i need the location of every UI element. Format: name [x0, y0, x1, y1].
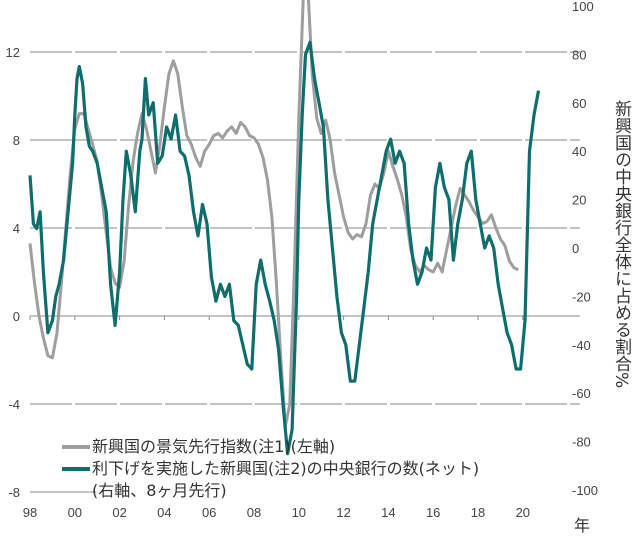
left-tick-label: 4 — [13, 221, 20, 236]
right-tick-label: 60 — [572, 96, 586, 111]
x-tick-label: 02 — [112, 505, 126, 520]
right-tick-label: -60 — [572, 386, 591, 401]
right-tick-label: -40 — [572, 338, 591, 353]
left-tick-label: 0 — [13, 309, 20, 324]
right-y-axis-ticks: 100 80 60 40 20 0 -20 -40 -60 -80 -100 — [572, 0, 598, 498]
legend-item-note: (右軸、8ヶ月先行) — [62, 480, 479, 502]
right-tick-label: -20 — [572, 289, 591, 304]
right-tick-label: 0 — [572, 241, 579, 256]
series-leading-index-line — [28, 0, 519, 428]
legend: 新興国の景気先行指数(注1)(左軸) 利下げを実施した新興国(注2)の中央銀行の… — [62, 436, 479, 502]
left-tick-label: -4 — [8, 397, 20, 412]
legend-item-leading-index: 新興国の景気先行指数(注1)(左軸) — [62, 436, 479, 458]
right-tick-label: -100 — [572, 483, 598, 498]
left-y-axis-ticks: 12 8 4 0 -4 -8 — [6, 45, 20, 500]
left-tick-label: 8 — [13, 133, 20, 148]
legend-label: (右軸、8ヶ月先行) — [92, 481, 227, 500]
x-tick-label: 16 — [426, 505, 440, 520]
x-tick-label: 00 — [68, 505, 82, 520]
right-tick-label: 20 — [572, 193, 586, 208]
right-tick-label: 100 — [572, 0, 594, 14]
x-axis-unit-label: 年 — [574, 516, 591, 535]
right-tick-label: -80 — [572, 435, 591, 450]
x-tick-label: 04 — [157, 505, 171, 520]
legend-item-rate-cuts: 利下げを実施した新興国(注2)の中央銀行の数(ネット) — [62, 458, 479, 480]
x-tick-label: 18 — [471, 505, 485, 520]
legend-label: 利下げを実施した新興国(注2)の中央銀行の数(ネット) — [92, 459, 480, 478]
legend-swatch-gray — [62, 445, 90, 449]
x-tick-label: 14 — [381, 505, 395, 520]
right-axis-title: 新興国の中央銀行全体に占める割合% — [611, 100, 631, 389]
x-tick-label: 06 — [202, 505, 216, 520]
right-tick-label: 80 — [572, 47, 586, 62]
left-tick-label: -8 — [8, 485, 20, 500]
legend-label: 新興国の景気先行指数(注1)(左軸) — [92, 437, 336, 456]
x-tick-label: 20 — [516, 505, 530, 520]
left-tick-label: 12 — [6, 45, 20, 60]
x-axis-ticks: 98 00 02 04 06 08 10 12 14 16 18 20 — [23, 505, 530, 520]
x-axis — [29, 315, 580, 320]
legend-swatch-teal — [62, 467, 90, 471]
series-central-bank-rate-cuts-line — [28, 40, 541, 456]
x-tick-label: 98 — [23, 505, 37, 520]
x-tick-label: 12 — [336, 505, 350, 520]
x-tick-label: 08 — [247, 505, 261, 520]
right-tick-label: 40 — [572, 144, 586, 159]
x-tick-label: 10 — [292, 505, 306, 520]
